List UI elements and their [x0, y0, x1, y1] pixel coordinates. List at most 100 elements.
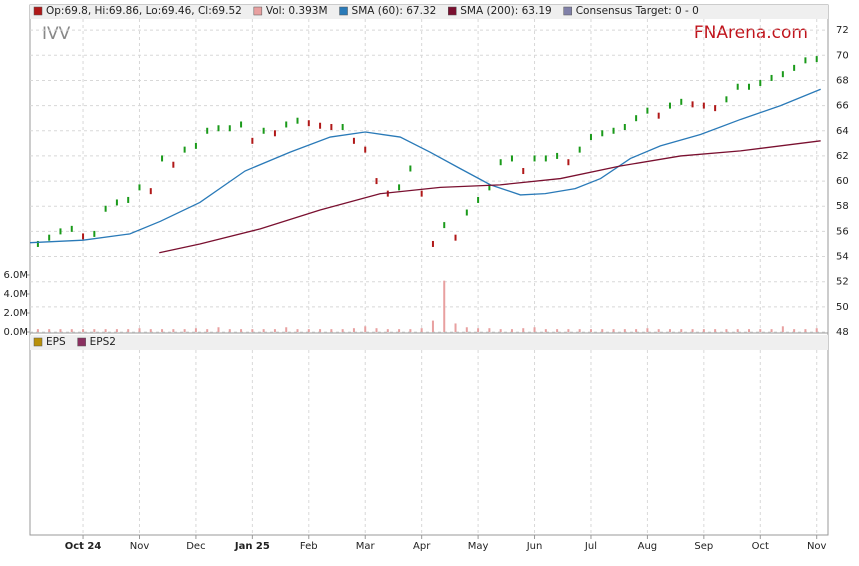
price-bar	[251, 137, 254, 144]
volume-bar	[262, 329, 265, 332]
price-bar	[93, 230, 96, 237]
volume-bar	[420, 328, 423, 332]
y-tick-label: 62	[836, 151, 849, 162]
volume-bar	[567, 329, 570, 332]
price-bar	[341, 123, 344, 130]
volume-bar	[161, 329, 164, 332]
x-tick-label: Mar	[356, 541, 376, 552]
volume-bar	[589, 329, 592, 332]
price-bar	[375, 178, 378, 185]
volume-bar	[770, 329, 773, 332]
price-bar	[307, 120, 310, 127]
price-bar	[70, 225, 73, 232]
price-bar	[36, 240, 39, 247]
y2-tick-label: 6.0M	[3, 270, 28, 281]
y-tick-label: 58	[836, 201, 849, 212]
sma-line	[159, 140, 821, 254]
volume-bar	[82, 329, 85, 332]
volume-bar	[149, 329, 152, 332]
legend-swatch	[33, 337, 43, 347]
x-tick-label: May	[468, 541, 489, 552]
volume-bar	[251, 329, 254, 332]
price-bar	[161, 155, 164, 162]
volume-bar	[759, 329, 762, 332]
y2-tick-label: 4.0M	[3, 289, 28, 300]
volume-bar	[477, 328, 480, 332]
price-bar	[273, 130, 276, 137]
volume-bar	[296, 329, 299, 332]
legend-swatch	[33, 6, 43, 16]
price-bar	[104, 205, 107, 212]
price-bar	[285, 121, 288, 128]
price-bar	[454, 234, 457, 241]
price-bar	[138, 184, 141, 191]
legend-label: EPS	[46, 336, 66, 348]
price-bar	[714, 105, 717, 112]
price-bar	[149, 188, 152, 195]
price-bar	[330, 123, 333, 130]
price-bar	[240, 121, 243, 128]
volume-bar	[59, 329, 62, 332]
volume-bar	[93, 329, 96, 332]
volume-bar	[691, 329, 694, 332]
volume-bar	[510, 329, 513, 332]
price-bar	[420, 190, 423, 197]
volume-bar	[815, 328, 818, 332]
y2-tick-label: 0.0M	[3, 327, 28, 338]
volume-bar	[544, 329, 547, 332]
volume-bar	[454, 323, 457, 332]
price-bar	[127, 196, 130, 203]
price-bar	[183, 146, 186, 153]
legend-swatch	[77, 337, 86, 347]
x-tick-label: Jan 25	[234, 541, 270, 552]
x-tick-label: Apr	[413, 541, 431, 552]
price-bar	[352, 137, 355, 144]
y-tick-label: 50	[836, 302, 849, 313]
volume-bar	[330, 329, 333, 332]
y-tick-label: 60	[836, 176, 849, 187]
legend-swatch	[339, 6, 348, 16]
volume-bar	[398, 329, 401, 332]
price-bar	[702, 102, 705, 109]
x-tick-label: Dec	[186, 541, 205, 552]
volume-bar	[680, 329, 683, 332]
price-bar	[759, 79, 762, 86]
price-bar	[409, 165, 412, 172]
price-bar	[115, 199, 118, 206]
volume-bar	[646, 328, 649, 332]
volume-bar	[240, 329, 243, 332]
volume-bar	[194, 328, 197, 332]
price-bar	[82, 233, 85, 240]
volume-bar	[522, 328, 525, 332]
price-bar	[589, 134, 592, 141]
price-bar	[206, 127, 209, 134]
volume-bar	[319, 329, 322, 332]
price-bar	[804, 57, 807, 64]
volume-bar	[578, 329, 581, 332]
volume-bar	[48, 329, 51, 332]
price-bar	[623, 123, 626, 130]
y-tick-label: 52	[836, 277, 849, 288]
price-bar	[364, 146, 367, 153]
sma-line	[29, 88, 821, 244]
volume-bar	[556, 329, 559, 332]
volume-bar	[341, 329, 344, 332]
price-bar	[262, 127, 265, 134]
price-bar	[601, 130, 604, 137]
y-tick-label: 66	[836, 101, 849, 112]
eps-panel	[29, 332, 829, 536]
legend-swatch	[448, 6, 457, 16]
price-panel	[29, 4, 829, 334]
price-bar	[443, 222, 446, 229]
volume-bar	[702, 329, 705, 332]
price-bar	[48, 234, 51, 241]
price-bar	[59, 228, 62, 235]
y2-tick-label: 2.0M	[3, 308, 28, 319]
y-tick-label: 68	[836, 75, 849, 86]
volume-bar	[364, 326, 367, 332]
y-tick-label: 72	[836, 25, 849, 36]
price-bar	[544, 155, 547, 162]
x-tick-label: Sep	[694, 541, 713, 552]
legend-label: EPS2	[90, 336, 116, 348]
price-bar	[522, 168, 525, 175]
